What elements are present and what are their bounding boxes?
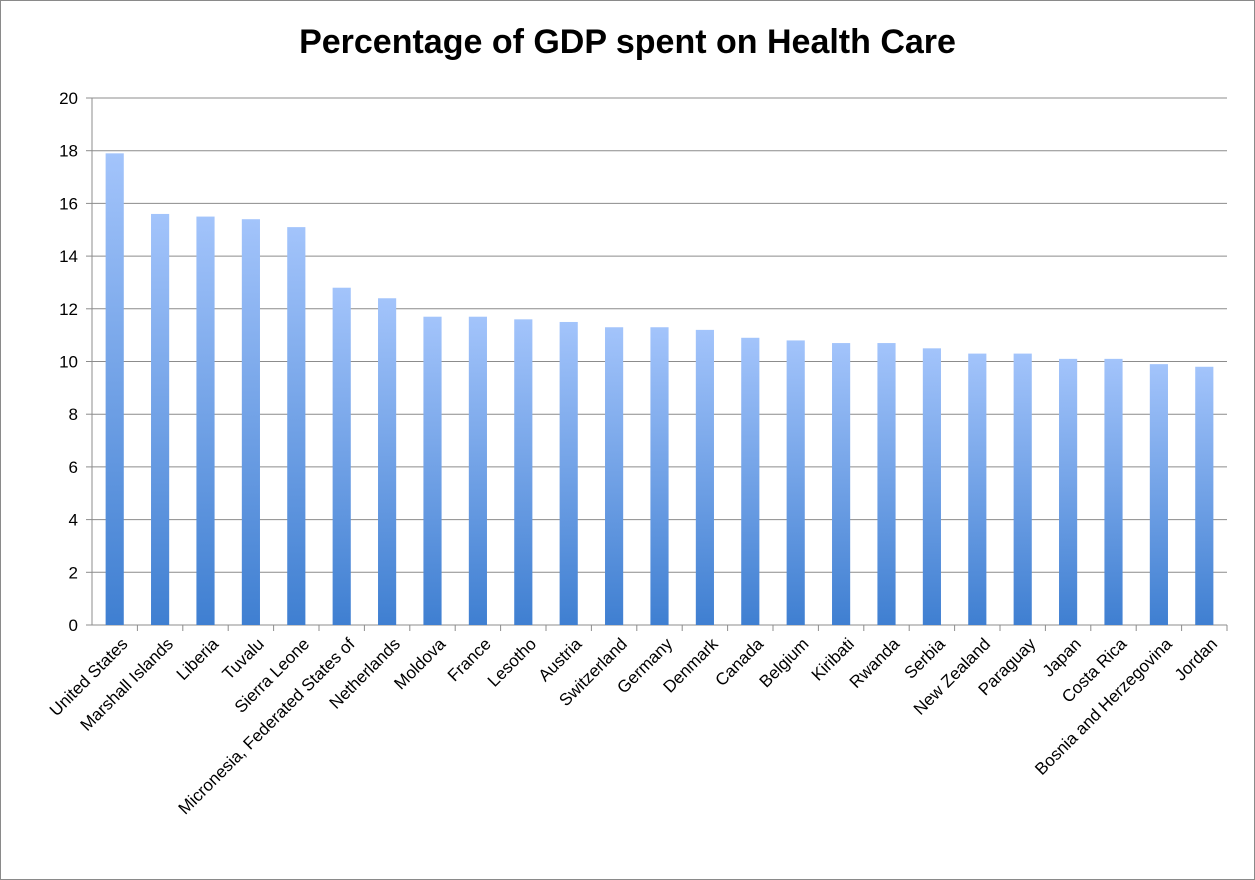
bar bbox=[151, 213, 170, 625]
y-tick-label: 10 bbox=[59, 353, 78, 372]
bar bbox=[241, 219, 260, 625]
bar bbox=[741, 337, 760, 625]
bar bbox=[922, 348, 941, 625]
bar bbox=[287, 227, 306, 626]
bar bbox=[559, 321, 578, 625]
chart-title: Percentage of GDP spent on Health Care bbox=[299, 23, 956, 61]
y-tick-label: 16 bbox=[59, 194, 78, 213]
bar bbox=[423, 316, 442, 625]
bar bbox=[877, 343, 896, 625]
bar bbox=[378, 298, 397, 625]
bar bbox=[832, 343, 851, 625]
y-tick-label: 14 bbox=[59, 247, 78, 266]
y-tick-label: 6 bbox=[69, 458, 78, 477]
y-tick-label: 20 bbox=[59, 89, 78, 108]
x-category-label: Moldova bbox=[390, 634, 449, 693]
bar bbox=[786, 340, 805, 625]
y-tick-label: 0 bbox=[69, 616, 78, 635]
bar bbox=[1195, 366, 1214, 625]
y-tick-label: 4 bbox=[69, 511, 78, 530]
bars bbox=[105, 153, 1214, 626]
x-category-label: Rwanda bbox=[846, 634, 904, 692]
x-category-label: Belgium bbox=[756, 634, 813, 691]
bar bbox=[514, 319, 533, 625]
bar bbox=[1059, 358, 1078, 625]
x-category-label: Lesotho bbox=[484, 634, 540, 690]
x-category-label: United States bbox=[46, 634, 132, 720]
bar bbox=[605, 327, 624, 625]
bar bbox=[1149, 364, 1168, 625]
bar bbox=[196, 216, 215, 625]
bar bbox=[1104, 358, 1123, 625]
y-tick-label: 8 bbox=[69, 405, 78, 424]
bar bbox=[332, 287, 351, 625]
y-tick-label: 18 bbox=[59, 142, 78, 161]
bar bbox=[468, 316, 487, 625]
bar bbox=[695, 329, 714, 625]
bar bbox=[105, 153, 124, 625]
bar bbox=[650, 327, 669, 625]
x-category-label: Liberia bbox=[173, 634, 223, 684]
y-tick-labels: 0 2 4 6 8 10 12 14 16 18 20 bbox=[59, 89, 78, 635]
y-tick-label: 12 bbox=[59, 300, 78, 319]
y-tick-label: 2 bbox=[69, 563, 78, 582]
bar bbox=[968, 353, 987, 625]
x-category-label: Jordan bbox=[1171, 634, 1221, 684]
bar bbox=[1013, 353, 1032, 625]
